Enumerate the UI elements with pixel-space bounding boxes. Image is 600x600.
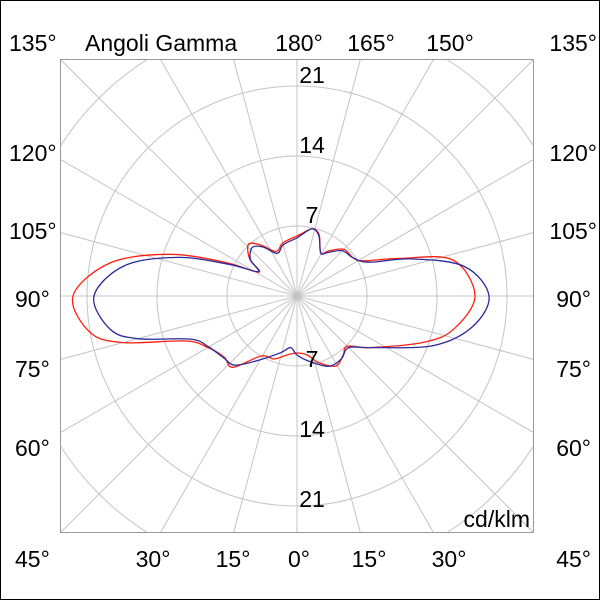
angle-label-180: 180° [275,30,323,56]
angle-label-top-left: 135° [9,30,57,56]
angle-label-right-75: 75° [556,356,591,382]
angle-label-bottom-30-left: 30° [135,546,171,572]
angle-label-150: 150° [426,30,474,56]
angle-label-bottom-45-right: 45° [556,546,591,572]
angle-label-right-60: 60° [556,435,591,461]
angle-label-left-90: 90° [15,286,50,312]
angle-label-left-60: 60° [15,435,50,461]
angle-label-bottom-15-right: 15° [351,546,387,572]
angle-label-bottom-15-left: 15° [215,546,251,572]
radial-tick-top-21: 21 [299,62,325,88]
radial-tick-top-7: 7 [305,202,319,228]
radial-tick-top-14: 14 [299,132,325,158]
angle-label-right-90: 90° [556,286,591,312]
unit-label: cd/klm [463,506,530,532]
angle-label-bottom-45-left: 45° [15,546,50,572]
grid-ring [86,85,508,507]
radial-tick-bottom-21: 21 [299,486,325,512]
radial-tick-bottom-14: 14 [299,416,325,442]
angle-label-bottom-30-right: 30° [431,546,467,572]
chart-title: Angoli Gamma [85,30,238,56]
series-curve-2 [93,228,490,367]
grid-ring [156,155,438,437]
plot-frame [60,59,534,533]
angle-label-165: 165° [347,30,395,56]
radial-tick-bottom-7: 7 [305,346,319,372]
angle-label-top-right: 135° [549,30,597,56]
series-curve-1 [71,228,476,368]
grid-group [60,59,533,532]
grid-spoke [233,59,361,532]
grid-ring [226,225,368,367]
angle-label-right-120: 120° [549,140,597,166]
angle-label-right-105: 105° [549,218,597,244]
angle-label-left-105: 105° [9,218,57,244]
angle-label-bottom-0: 0° [288,546,310,572]
angle-label-left-120: 120° [9,140,57,166]
angle-label-left-75: 75° [15,356,50,382]
